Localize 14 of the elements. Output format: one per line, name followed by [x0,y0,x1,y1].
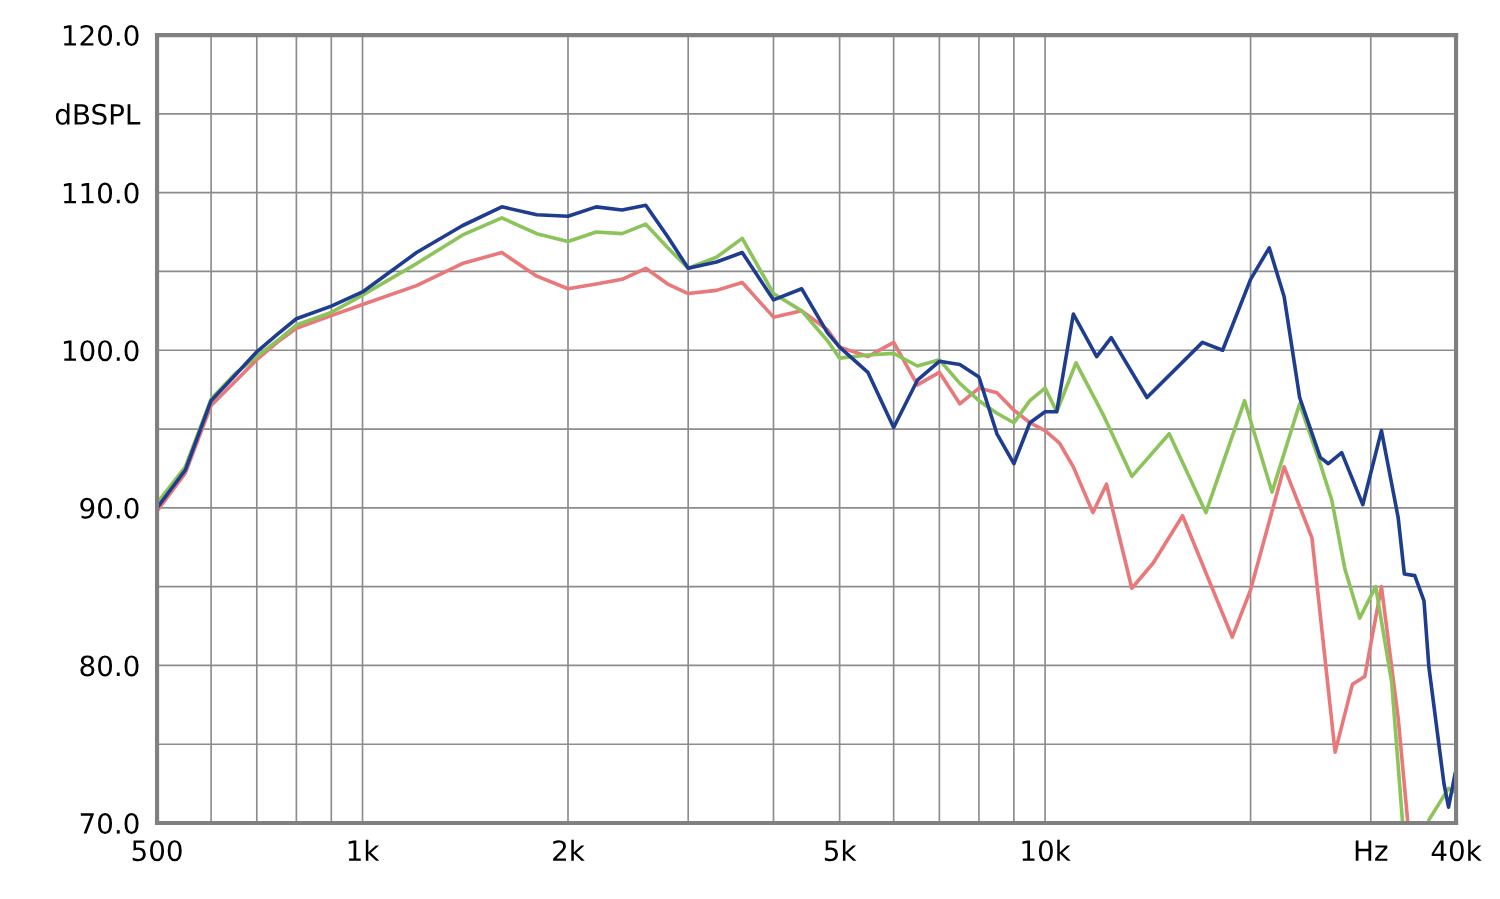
y-tick-label: 100.0 [63,340,139,362]
x-tick-label: 1k [348,839,380,861]
x-tick-label: 5k [824,839,857,862]
y-tick-label: 70.0 [80,812,139,834]
y-tick-label: 110.0 [63,182,139,204]
x-tick-label: Hz [1355,840,1388,861]
y-tick-label: 80.0 [80,655,139,677]
x-tick-label: 10k [1022,839,1071,862]
y-tick-label: 120.0 [63,25,139,47]
y-tick-label: dBSPL [55,103,141,125]
x-tick-label: 500 [132,840,182,862]
x-tick-label: 2k [553,839,585,861]
x-tick-label: 40k [1431,839,1482,862]
y-tick-label: 90.0 [80,497,139,519]
